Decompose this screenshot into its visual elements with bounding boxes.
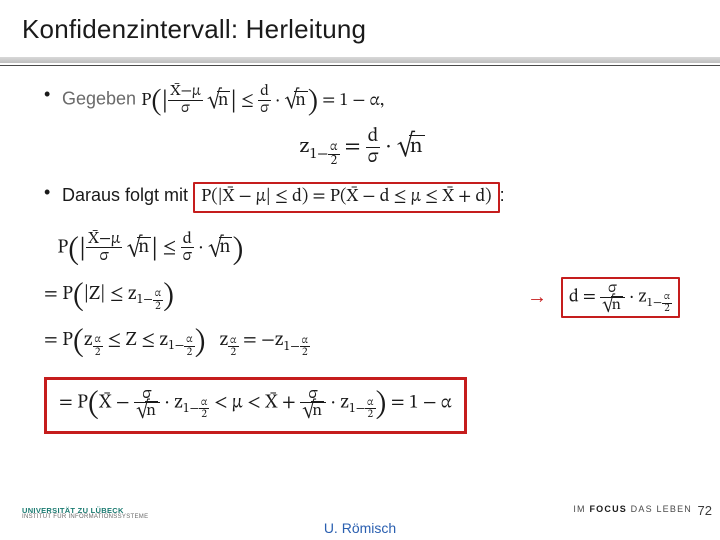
title-rule-thick [0, 57, 720, 63]
credit: U. Römisch [324, 520, 396, 536]
deriv-d-box: d = σn · z1−α2 [561, 277, 680, 318]
bullet-follows-box: P(X̄ − µ ≤ d) = P(X̄ − d ≤ µ ≤ X̄ + d) [193, 182, 500, 213]
bullet-follows: Daraus folgt mit P(X̄ − µ ≤ d) = P(X̄ − … [44, 182, 680, 213]
tagline-bold: FOCUS [589, 504, 627, 514]
title-area: Konfidenzintervall: Herleitung [0, 0, 720, 51]
tagline: IM FOCUS DAS LEBEN [573, 504, 692, 514]
deriv-result-box: = PX̄ − σn · z1−α2 < µ < X̄ + σn · z1−α2… [44, 377, 467, 435]
bullet-given: Gegeben PX̄−µσ n ≤ dσ · n = 1 − α, [44, 84, 680, 121]
deriv-line-3-row: = Pzα2 ≤ Z ≤ z1−α2 zα2 = −z1−α2 [44, 321, 680, 367]
bullet-given-center: z1−α2 = dσ · n [44, 127, 680, 167]
slide-body: Gegeben PX̄−µσ n ≤ dσ · n = 1 − α, z1−α2… [0, 66, 720, 434]
tagline-pre: IM [573, 504, 589, 514]
university-logo: UNIVERSITÄT ZU LÜBECK INSTITUT FÜR INFOR… [22, 507, 148, 521]
page-title: Konfidenzintervall: Herleitung [22, 14, 698, 45]
university-name: UNIVERSITÄT ZU LÜBECK [22, 507, 148, 515]
deriv-result-wrap: = PX̄ − σn · z1−α2 < µ < X̄ + σn · z1−α2… [44, 367, 680, 435]
tagline-post: DAS LEBEN [627, 504, 692, 514]
bullet-given-label: Gegeben [62, 89, 141, 109]
bullet-given-eq: PX̄−µσ n ≤ dσ · n = 1 − α, [141, 92, 384, 110]
department-name: INSTITUT FÜR INFORMATIONSSYSTEME [22, 514, 148, 520]
deriv-line-2-rhs-group: → d = σn · z1−α2 [527, 277, 680, 318]
arrow-icon: → [527, 286, 547, 309]
bullet-follows-label: Daraus folgt mit [62, 185, 193, 205]
deriv-line-2: = PZ ≤ z1−α2 [44, 279, 174, 317]
page-number: 72 [698, 503, 712, 518]
slide: Konfidenzintervall: Herleitung Gegeben P… [0, 0, 720, 540]
deriv-line-2-row: = PZ ≤ z1−α2 → d = σn · z1−α2 [44, 275, 680, 321]
deriv-line-3-rhs: zα2 = −z1−α2 [219, 329, 310, 358]
deriv-line-3: = Pzα2 ≤ Z ≤ z1−α2 [44, 325, 205, 363]
deriv-line-1: PX̄−µσ n ≤ dσ · n [44, 231, 680, 271]
footer: UNIVERSITÄT ZU LÜBECK INSTITUT FÜR INFOR… [0, 492, 720, 536]
bullet-follows-colon: : [500, 185, 505, 205]
